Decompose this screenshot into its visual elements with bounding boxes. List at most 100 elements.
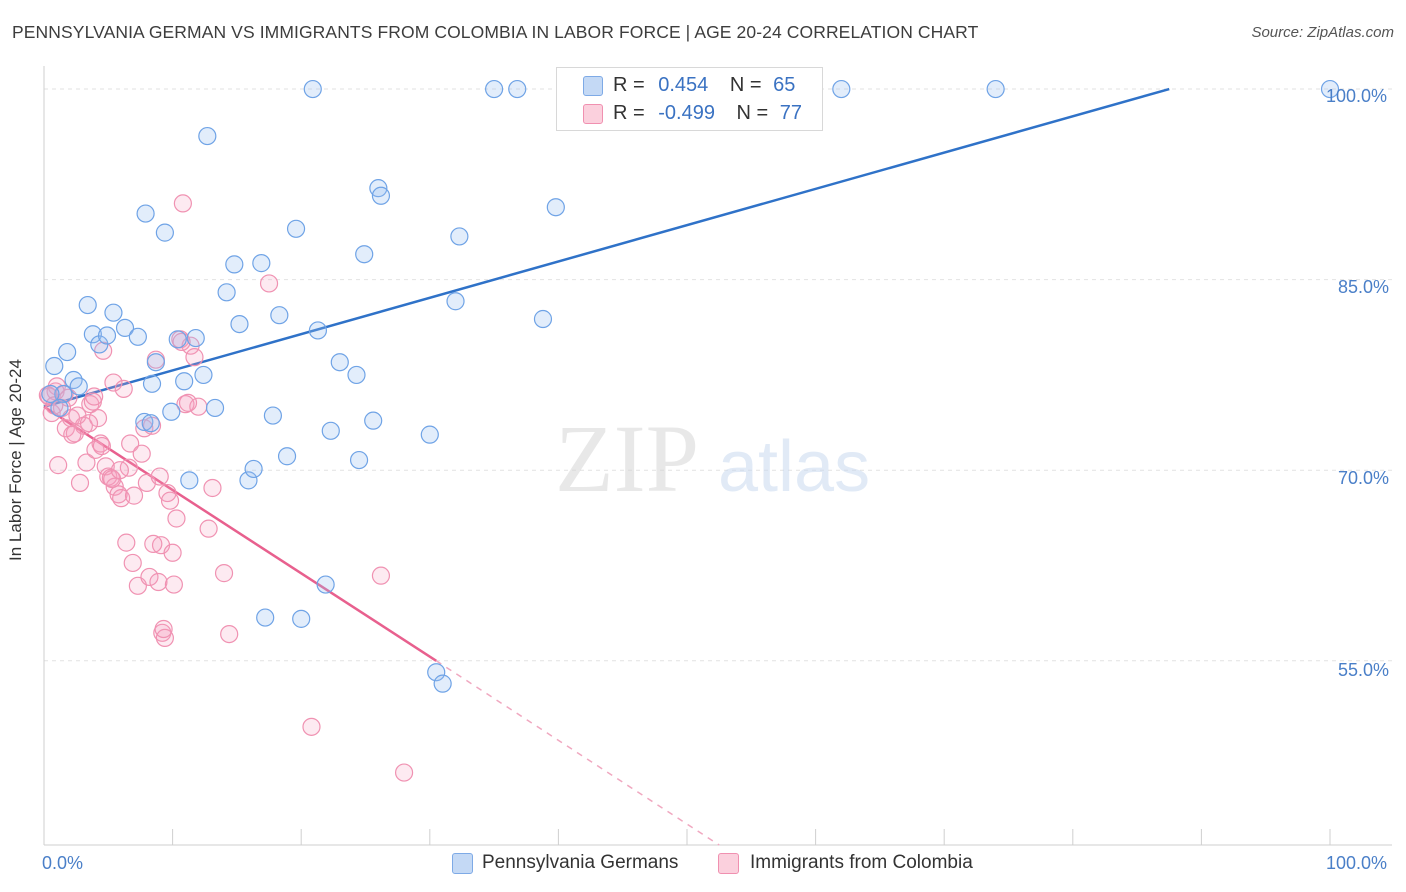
data-point-pennsylvania [308,321,328,340]
data-point-pennsylvania [83,325,102,344]
watermark: ZIP atlas [555,405,870,512]
data-point-colombia [154,619,173,639]
data-point-pennsylvania [142,374,162,393]
legend-blue-r: 0.454 [658,74,709,96]
legend-pink-r: -0.499 [658,102,715,124]
data-point-colombia [63,425,82,444]
data-point-pennsylvania [286,219,306,238]
data-point-pennsylvania [135,412,154,432]
data-point-colombia [203,478,222,498]
data-point-colombia [85,387,104,406]
data-point-colombia [144,534,163,553]
data-point-colombia [394,763,414,782]
data-point-pennsylvania [97,326,117,345]
data-point-pennsylvania [162,402,181,421]
data-point-pennsylvania [205,398,225,418]
data-point-pennsylvania [330,353,349,372]
data-point-pennsylvania [198,126,217,146]
data-point-pennsylvania [433,674,452,693]
legend-row-blue: R = 0.454 N = 65 [613,74,795,97]
data-point-pennsylvania [263,406,283,425]
data-point-pennsylvania [175,372,194,391]
data-point-pennsylvania [256,608,275,627]
legend-pink-swatch [583,104,603,124]
data-point-pennsylvania [485,79,504,99]
y-tick-label-85: 85.0% [1338,277,1390,297]
data-point-colombia [70,473,90,493]
legend-r-label: R = [613,74,645,96]
bottom-legend-pink-swatch [718,853,739,874]
data-point-pennsylvania [427,663,446,682]
bottom-legend-pink-label: Immigrants from Colombia [750,852,973,873]
data-point-colombia [199,519,218,538]
data-point-colombia [173,194,192,213]
data-point-pennsylvania [69,377,88,396]
data-point-pennsylvania [355,245,374,264]
data-point-colombia [164,575,183,594]
trend-line-colombia-extension [435,660,720,846]
data-point-pennsylvania [58,342,77,362]
data-point-pennsylvania [186,328,205,348]
data-point-pennsylvania [347,365,366,385]
data-point-pennsylvania [78,295,97,315]
y-tick-label-55: 55.0% [1338,660,1390,680]
data-point-pennsylvania [194,365,213,385]
y-axis-label: In Labor Force | Age 20-24 [6,359,25,561]
legend-r-label: R = [613,102,645,124]
legend: R = 0.454 N = 65 R = -0.499 N = 77 [556,67,823,131]
data-point-colombia [371,566,391,585]
data-point-pennsylvania [316,575,335,594]
chart-title: PENNSYLVANIA GERMAN VS IMMIGRANTS FROM C… [12,22,979,42]
data-point-colombia [124,486,144,505]
data-point-colombia [117,533,136,552]
data-point-pennsylvania [832,79,851,99]
data-point-pennsylvania [45,356,64,376]
legend-blue-swatch [583,76,603,96]
bottom-legend-blue-swatch [452,853,473,874]
legend-n-label: N = [729,74,762,96]
data-point-pennsylvania [349,450,369,470]
data-point-pennsylvania [128,327,147,346]
data-point-pennsylvania [450,227,469,246]
x-tick-label-max: 100.0% [1326,853,1388,873]
data-point-pennsylvania [168,330,187,349]
source-label: Source: ZipAtlas.com [1251,24,1394,41]
data-point-pennsylvania [508,79,527,99]
legend-row-pink: R = -0.499 N = 77 [613,102,802,125]
data-point-colombia [123,553,142,573]
data-point-pennsylvania [41,384,60,404]
data-point-colombia [140,567,159,587]
points-colombia [38,194,414,782]
data-point-colombia [79,414,99,433]
data-point-pennsylvania [277,447,297,466]
data-point-pennsylvania [446,292,465,311]
data-point-pennsylvania [270,306,289,325]
data-point-pennsylvania [244,459,263,479]
data-point-pennsylvania [136,204,155,223]
legend-pink-n: 77 [779,102,803,124]
data-point-colombia [178,393,198,412]
data-point-colombia [110,461,129,480]
watermark-atlas: atlas [718,427,870,507]
data-point-pennsylvania [146,353,165,372]
y-tick-label-70: 70.0% [1338,468,1390,488]
data-point-pennsylvania [225,255,244,274]
gridlines [44,88,1392,662]
data-point-pennsylvania [1320,79,1340,99]
data-point-colombia [185,348,204,367]
points-pennsylvania [41,79,1340,693]
x-tick-label-min: 0.0% [42,853,84,873]
data-point-colombia [150,467,169,486]
data-point-colombia [149,572,168,592]
data-point-pennsylvania [230,314,249,334]
data-point-colombia [302,717,321,736]
data-point-pennsylvania [321,421,340,440]
data-point-pennsylvania [239,471,258,490]
legend-blue-n: 65 [773,74,796,96]
data-point-pennsylvania [54,384,73,404]
data-point-colombia [167,509,186,528]
data-point-colombia [77,453,96,472]
data-point-pennsylvania [364,411,383,430]
data-point-colombia [121,434,140,453]
data-point-pennsylvania [420,425,439,444]
